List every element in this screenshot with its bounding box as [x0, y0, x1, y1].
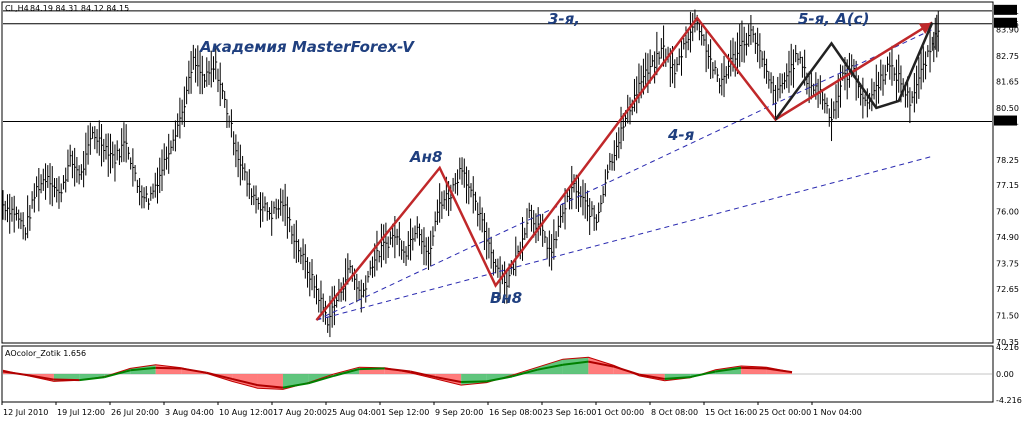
x-tick-label: 25 Oct 00:00: [759, 408, 811, 417]
y-tick-label: 84.15: [996, 20, 1019, 29]
x-tick-label: 3 Aug 04:00: [165, 408, 214, 417]
y-tick-label: 76.00: [996, 208, 1019, 217]
y-tick-label: 70.35: [996, 338, 1019, 347]
indicator-label: AOcolor_Zotik 1.656: [5, 349, 86, 358]
ma-segment: [79, 376, 105, 382]
y-level-marker: [994, 4, 1017, 15]
x-tick-label: 12 Jul 2010: [3, 408, 48, 417]
wave-arrowhead: [918, 22, 933, 35]
y-tick-label: 82.75: [996, 52, 1019, 61]
x-tick-label: 25 Aug 04:00: [327, 408, 381, 417]
ma-segment: [282, 382, 309, 389]
ma-segment: [257, 384, 284, 389]
ma-segment: [741, 366, 767, 370]
x-tick-label: 19 Jul 12:00: [57, 408, 105, 417]
y-tick-label: 81.65: [996, 77, 1019, 86]
indicator-tick-label: 0.00: [996, 370, 1014, 379]
ma-segment: [333, 368, 360, 377]
quote-values: 84.19 84.31 84.12 84.15: [30, 4, 129, 13]
ma-segment: [180, 367, 207, 374]
ma-segment: [715, 366, 742, 373]
label-wave-5: 5-я, А(с): [798, 10, 869, 28]
wave-black: [774, 22, 934, 121]
x-tick-label: 15 Oct 16:00: [705, 408, 757, 417]
y-level-marker: [994, 115, 1017, 126]
trendline: [316, 155, 933, 321]
y-tick-label: 79.91: [996, 118, 1019, 127]
y-tick-label: 80.50: [996, 104, 1019, 113]
ma-segment: [689, 370, 716, 379]
y-tick-label: 71.50: [996, 311, 1019, 320]
y-tick-label: 83.90: [996, 26, 1019, 35]
ma-segment: [461, 380, 487, 384]
academy-caption: Академия MasterForex-V: [199, 38, 415, 56]
trendlines-layer: [316, 29, 933, 321]
y-tick-label: 84.71: [996, 7, 1019, 16]
ma-segment: [53, 378, 80, 382]
x-tick-label: 8 Oct 08:00: [651, 408, 698, 417]
y-tick-label: 74.90: [996, 233, 1019, 242]
x-tick-label: 26 Jul 20:00: [111, 408, 159, 417]
ma-segment: [766, 367, 793, 374]
trendline: [316, 29, 933, 321]
ma-segment: [384, 367, 411, 373]
x-axis: 12 Jul 2010 19 Jul 12:00 26 Jul 20:00 3 Aug…: [1, 402, 862, 417]
ma-segment: [28, 374, 55, 381]
ma-segment: [231, 377, 258, 387]
indicator-max-label: 4.216: [996, 343, 1019, 352]
y-level-marker: [994, 17, 1017, 28]
waves-layer: [315, 15, 934, 321]
symbol-label: CL,H4: [5, 4, 29, 13]
price-layer: [2, 9, 940, 338]
x-tick-label: 1 Nov 04:00: [813, 408, 862, 417]
histogram-segment: [562, 357, 589, 374]
ma-segment: [486, 375, 513, 383]
x-tick-label: 1 Sep 12:00: [381, 408, 429, 417]
price-panel: [1, 1, 994, 344]
ma-segment: [588, 360, 615, 368]
x-tick-label: 10 Aug 12:00: [219, 408, 273, 417]
y-tick-label: 72.65: [996, 285, 1019, 294]
ma-segment: [562, 360, 589, 366]
x-tick-label: 16 Sep 08:00: [489, 408, 542, 417]
y-tick-label: 77.15: [996, 181, 1019, 190]
ma-segment: [359, 367, 385, 371]
ma-segment: [537, 363, 564, 371]
y-tick-label: 78.25: [996, 156, 1019, 165]
histogram-segment: [588, 357, 614, 374]
label-wave-3: 3-я,: [548, 10, 580, 28]
ma-segment: [104, 369, 131, 379]
indicator-layer: 0.00 -4.216 4.216: [2, 343, 1022, 405]
histogram-segment: [690, 369, 716, 378]
x-tick-label: 23 Sep 16:00: [543, 408, 596, 417]
wave-red: [315, 15, 933, 321]
ma-segment: [639, 373, 665, 380]
indicator-tick-label: -4.216: [996, 396, 1022, 405]
ma-segment: [410, 370, 436, 379]
ma-segment: [511, 368, 538, 378]
x-tick-label: 9 Sep 20:00: [435, 408, 483, 417]
indicator-panel: [1, 345, 994, 403]
label-vn8: Вн8: [490, 289, 522, 307]
levels-layer: [3, 10, 992, 123]
x-tick-label: 17 Aug 20:00: [273, 408, 327, 417]
y-tick-label: 73.75: [996, 260, 1019, 269]
ma-segment: [308, 374, 335, 385]
ma-segment: [206, 371, 233, 380]
x-tick-label: 1 Oct 00:00: [597, 408, 644, 417]
label-an8: Ан8: [409, 148, 442, 166]
ma-segment: [664, 376, 691, 380]
ma-segment: [2, 370, 29, 377]
label-wave-4: 4-я: [667, 126, 695, 144]
ma-segment: [155, 366, 182, 370]
ma-segment: [613, 365, 640, 376]
ma-segment: [435, 376, 462, 383]
ma-segment: [130, 366, 156, 372]
